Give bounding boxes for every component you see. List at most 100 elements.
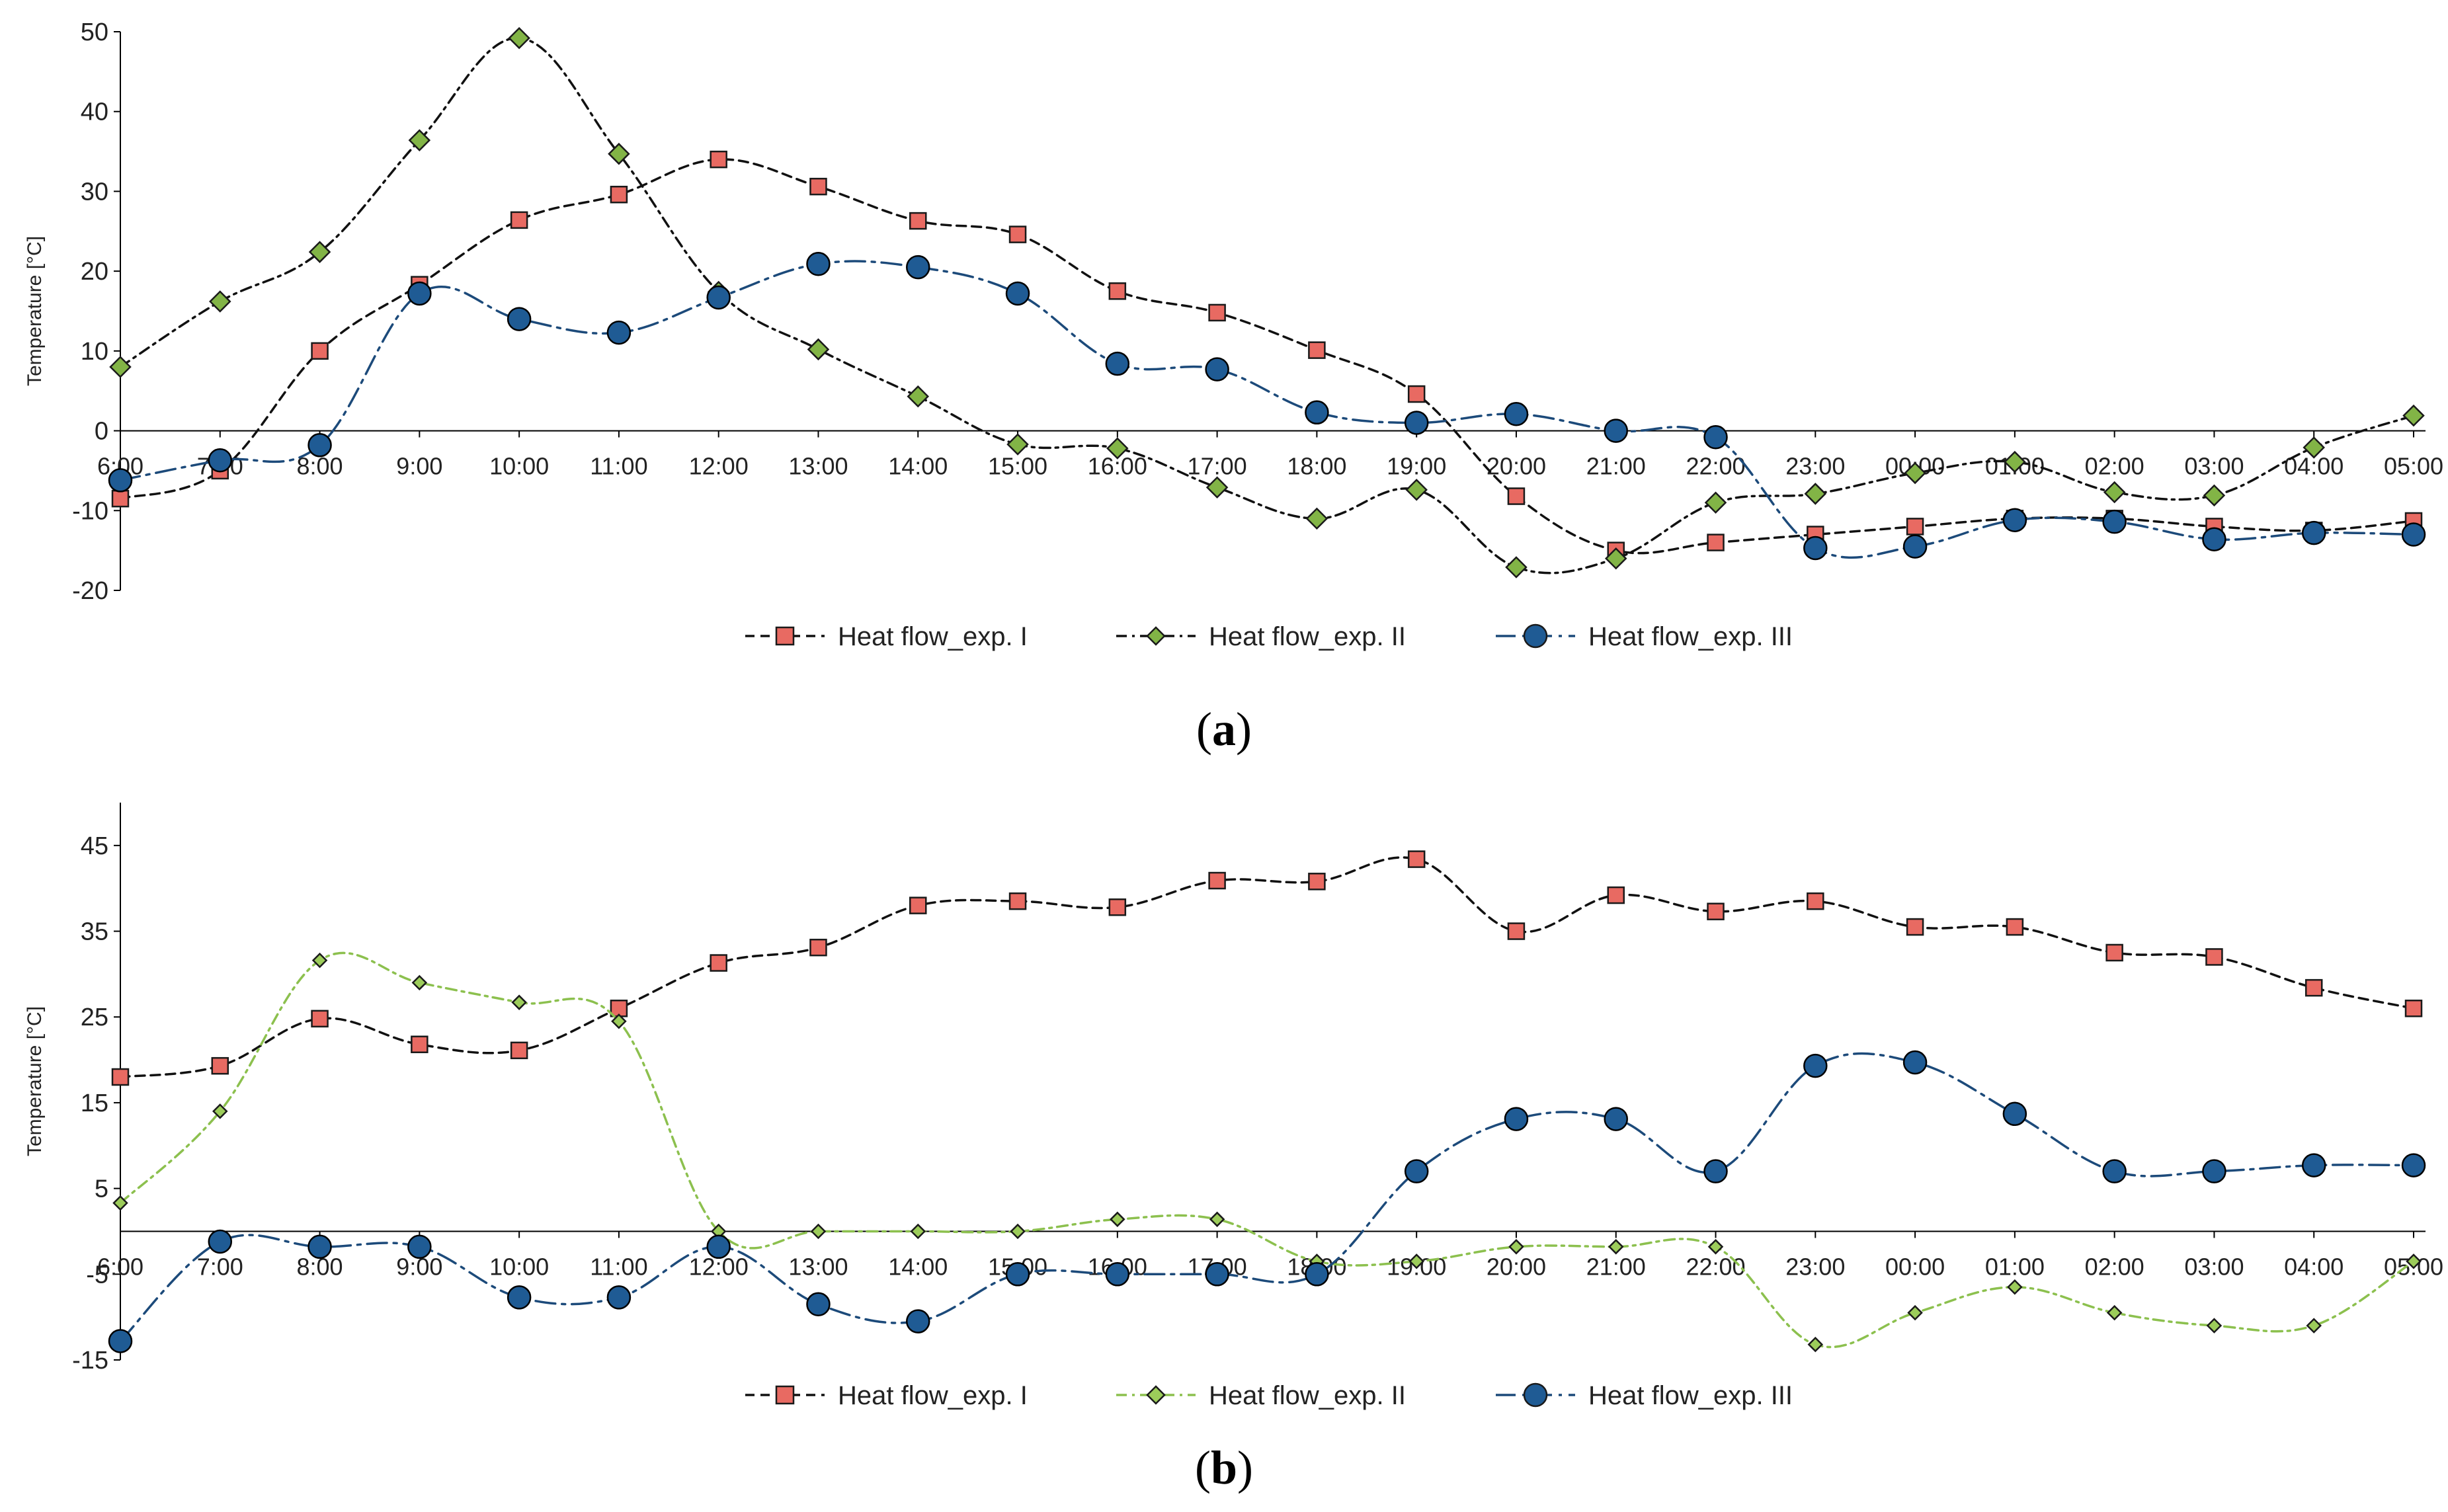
chart-b-x-tick-label: 21:00 xyxy=(1586,1253,1646,1280)
chart-a-series-1-point: Heat flow_exp. I 8:00: 10 xyxy=(311,342,329,360)
chart-a-x-tick-label: 18:00 xyxy=(1287,453,1346,480)
chart-a-legend-marker-2 xyxy=(1146,626,1166,646)
chart-a-series-1-point: Heat flow_exp. I 20:00: -8.2 xyxy=(1507,487,1526,505)
chart-a-series-3-point: Heat flow_exp. III 12:00: 16.7 xyxy=(706,285,731,310)
chart-a-legend-item-2: Heat flow_exp. II xyxy=(1116,622,1406,651)
chart-a-x-tick-label: 23:00 xyxy=(1785,453,1845,480)
chart-a-y-tick-label: 10 xyxy=(81,338,108,366)
chart-a-series-2-point: Heat flow_exp. II 02:00: -7.7 xyxy=(2103,481,2126,504)
chart-b-series-2-point: Heat flow_exp. II 8:00: 31.6 xyxy=(311,952,328,969)
chart-a-series-3-point: Heat flow_exp. III 19:00: 1 xyxy=(1404,411,1429,435)
chart-b-series-1-point: Heat flow_exp. I 02:00: 32.5 xyxy=(2105,943,2123,962)
chart-b-series-1-point: Heat flow_exp. I 22:00: 37.3 xyxy=(1707,902,1725,920)
chart-b-series-1-point: Heat flow_exp. I 18:00: 40.8 xyxy=(1308,873,1326,891)
chart-a-series-2-point: Heat flow_exp. II 11:00: 34.7 xyxy=(608,142,630,165)
chart-a-legend: Heat flow_exp. I Heat flow_exp. II Heat fl… xyxy=(745,622,1793,651)
chart-b-series-1-point: Heat flow_exp. I 20:00: 35 xyxy=(1507,922,1526,940)
chart-a-x-tick-label: 05:00 xyxy=(2384,453,2443,480)
chart-a-y-tick-label: 50 xyxy=(81,19,108,46)
chart-b-series-3-point: Heat flow_exp. III 19:00: 7 xyxy=(1404,1159,1429,1183)
chart-b-y-tick-label: 25 xyxy=(81,1004,108,1031)
chart-b-series-1-point: Heat flow_exp. I 7:00: 19.3 xyxy=(211,1056,229,1075)
chart-a-series-3-point: Heat flow_exp. III 7:00: -3.7 xyxy=(208,448,233,473)
chart-a-legend-marker-3 xyxy=(1523,623,1548,649)
chart-a-x-tick-label: 20:00 xyxy=(1487,453,1546,480)
chart-a-series-1-line xyxy=(119,158,2415,555)
chart-b-series-3-point: Heat flow_exp. III 04:00: 7.7 xyxy=(2301,1153,2326,1177)
chart-a-series-2-point: Heat flow_exp. II 05:00: 1.9 xyxy=(2402,404,2425,427)
chart-a-series-2-point: Heat flow_exp. II 22:00: -9 xyxy=(1704,491,1727,514)
chart-a-series-1-point: Heat flow_exp. I 12:00: 34 xyxy=(710,150,727,169)
chart-b-legend-marker-2 xyxy=(1146,1385,1166,1405)
chart-b-series-2-point: Heat flow_exp. II 11:00: 24.5 xyxy=(611,1013,627,1029)
chart-b-series-3-point: Heat flow_exp. III 14:00: -10.5 xyxy=(906,1309,930,1333)
chart-b-series-1-point: Heat flow_exp. I 05:00: 26 xyxy=(2404,1000,2423,1017)
chart-a-series-3-point: Heat flow_exp. III 23:00: -14.7 xyxy=(1803,536,1828,561)
chart-b-series-2-point: Heat flow_exp. II 21:00: -1.8 xyxy=(1608,1239,1624,1255)
chart-a-series-2-point: Heat flow_exp. II 15:00: -1.7 xyxy=(1006,433,1029,456)
chart-a-series-2-point: Heat flow_exp. II 20:00: -17.1 xyxy=(1505,556,1528,578)
chart-a-series-3-point: Heat flow_exp. III 18:00: 2.3 xyxy=(1305,400,1329,425)
chart-a-series-1-point: Heat flow_exp. I 22:00: -14 xyxy=(1707,534,1725,551)
chart-a-series-2-point: Heat flow_exp. II 13:00: 10.2 xyxy=(807,338,830,361)
chart-b-series-3-point: Heat flow_exp. III 01:00: 13.7 xyxy=(2002,1101,2027,1127)
chart-a-series-2-point: Heat flow_exp. II 6:00: 8 xyxy=(109,356,132,378)
chart-a-series-1-point: Heat flow_exp. I 11:00: 29.6 xyxy=(610,186,628,204)
chart-a-series-2-point: Heat flow_exp. II 10:00: 49.2 xyxy=(508,26,530,50)
chart-b-series-3-point: Heat flow_exp. III 8:00: -1.8 xyxy=(307,1234,332,1259)
chart-a-series-2: Heat flow_exp. II 6:00: 8Heat flow_exp. … xyxy=(109,26,2425,578)
chart-b-x-tick-label: 7:00 xyxy=(197,1253,243,1280)
chart-b-series-1-point: Heat flow_exp. I 12:00: 31.3 xyxy=(710,954,727,972)
chart-a-series-3: Heat flow_exp. III 6:00: -6.2Heat flow_e… xyxy=(108,252,2426,561)
chart-b-series-1-point: Heat flow_exp. I 21:00: 39.2 xyxy=(1607,886,1625,904)
chart-a-x-tick-label: 03:00 xyxy=(2184,453,2244,480)
chart-b-series-3-point: Heat flow_exp. III 18:00: -5 xyxy=(1305,1262,1329,1287)
chart-b-series-3-point: Heat flow_exp. III 13:00: -8.5 xyxy=(806,1292,831,1316)
chart-b-x-tick-label: 03:00 xyxy=(2184,1253,2244,1280)
chart-a-caption: (a) xyxy=(1196,703,1252,756)
chart-b-legend-item-1: Heat flow_exp. I xyxy=(745,1381,1028,1410)
chart-a-series-2-point: Heat flow_exp. II 8:00: 22.4 xyxy=(308,241,331,263)
chart-a-series-2-point: Heat flow_exp. II 16:00: -2.2 xyxy=(1106,437,1129,459)
chart-b-series-3-point: Heat flow_exp. III 05:00: 7.7 xyxy=(2401,1153,2426,1177)
chart-b-series-3-point: Heat flow_exp. III 6:00: -12.8 xyxy=(108,1329,133,1353)
chart-b-legend-marker-1 xyxy=(775,1385,795,1405)
chart-b-series-3-point: Heat flow_exp. III 02:00: 7 xyxy=(2102,1159,2127,1183)
chart-b-series-3-point: Heat flow_exp. III 11:00: -7.7 xyxy=(606,1285,632,1310)
chart-a-series-2-point: Heat flow_exp. II 04:00: -2.1 xyxy=(2303,436,2325,459)
chart-b-series-2-point: Heat flow_exp. II 22:00: -1.8 xyxy=(1707,1239,1724,1255)
chart-b-x-tick-label: 00:00 xyxy=(1885,1253,1945,1280)
chart-b-series-3-point: Heat flow_exp. III 16:00: -5 xyxy=(1105,1262,1130,1287)
chart-a-x-tick-label: 9:00 xyxy=(396,453,442,480)
chart-a-series-2-point: Heat flow_exp. II 9:00: 36.4 xyxy=(408,129,431,151)
chart-a-series-2-point: Heat flow_exp. II 01:00: -3.9 xyxy=(2004,450,2026,473)
chart-a-series-3-point: Heat flow_exp. III 01:00: -11.2 xyxy=(2002,508,2027,533)
chart-a-x-tick-label: 12:00 xyxy=(689,453,749,480)
chart-b-series-3-point: Heat flow_exp. III 17:00: -5 xyxy=(1205,1262,1229,1287)
chart-b-series-2: Heat flow_exp. II 6:00: 3.3 Heat flow_exp… xyxy=(112,951,2422,1353)
chart-a-series-2-point: Heat flow_exp. II 21:00: -16 xyxy=(1604,547,1627,570)
chart-a-series-1-point: Heat flow_exp. I 14:00: 26.3 xyxy=(909,212,927,230)
chart-b-series-2-point: Heat flow_exp. II 03:00: -11 xyxy=(2206,1318,2223,1333)
chart-b-series-3-point: Heat flow_exp. III 9:00: -1.8 xyxy=(407,1234,432,1259)
chart-b-y-tick-label: 15 xyxy=(81,1090,108,1117)
chart-b-series-2-point: Heat flow_exp. II 19:00: -3.5 xyxy=(1408,1253,1424,1269)
chart-a-series-3-point: Heat flow_exp. III 14:00: 20.5 xyxy=(906,255,930,280)
chart-b-series-2-point: Heat flow_exp. II 6:00: 3.3 xyxy=(112,1195,128,1211)
chart-b-legend-marker-3 xyxy=(1523,1382,1548,1408)
chart-b-legend-label-3: Heat flow_exp. III xyxy=(1588,1381,1793,1410)
chart-a-series-2-point: Heat flow_exp. II 17:00: -7.1 xyxy=(1205,476,1229,499)
chart-b-series-1-point: Heat flow_exp. I 10:00: 21.1 xyxy=(510,1041,528,1060)
chart-b-x-tick-label: 02:00 xyxy=(2085,1253,2144,1280)
chart-a-x-tick-label: 11:00 xyxy=(590,453,647,480)
chart-b-series-2-point: Heat flow_exp. II 23:00: -13.2 xyxy=(1807,1336,1824,1353)
chart-a-series-2-point: Heat flow_exp. II 19:00: -7.4 xyxy=(1405,479,1428,501)
chart-b-series-2-point: Heat flow_exp. II 04:00: -11 xyxy=(2306,1318,2322,1333)
chart-b-x-tick-label: 14:00 xyxy=(888,1253,948,1280)
chart-b-series-3-point: Heat flow_exp. III 23:00: 19.3 xyxy=(1803,1053,1828,1078)
chart-b-series-3-point: Heat flow_exp. III 00:00: 19.7 xyxy=(1902,1050,1928,1075)
chart-b-series-1-point: Heat flow_exp. I 9:00: 21.8 xyxy=(411,1035,428,1053)
chart-b-series-3-point: Heat flow_exp. III 10:00: -7.7 xyxy=(507,1285,532,1310)
